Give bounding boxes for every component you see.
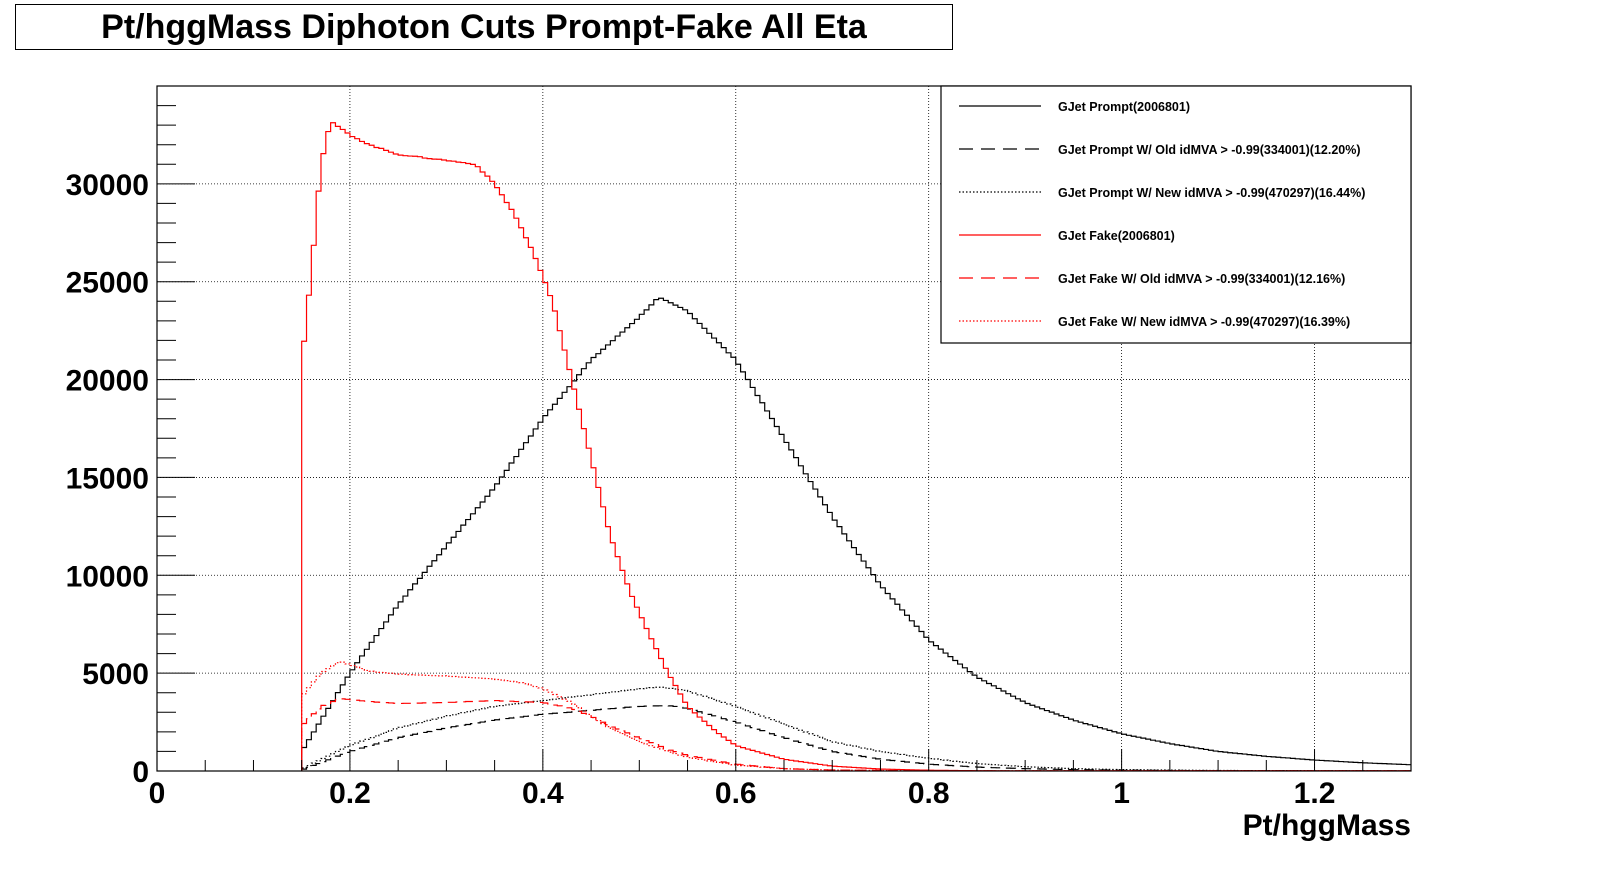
legend-label-6: GJet Fake W/ New idMVA > -0.99(470297)(1… bbox=[1058, 315, 1350, 329]
x-tick-label: 1 bbox=[1113, 777, 1130, 810]
legend-label-5: GJet Fake W/ Old idMVA > -0.99(334001)(1… bbox=[1058, 272, 1345, 286]
x-tick-label: 0 bbox=[149, 777, 166, 810]
legend-label-3: GJet Prompt W/ New idMVA > -0.99(470297)… bbox=[1058, 186, 1365, 200]
x-tick-label: 0.4 bbox=[522, 777, 564, 810]
series-line-5 bbox=[301, 698, 1411, 772]
legend: GJet Prompt(2006801) GJet Prompt W/ Old i… bbox=[940, 85, 1412, 344]
y-tick-label: 0 bbox=[132, 756, 149, 789]
y-tick-label: 30000 bbox=[66, 169, 149, 202]
y-tick-label: 25000 bbox=[66, 267, 149, 300]
y-tick-label: 10000 bbox=[66, 560, 149, 593]
series-line-6 bbox=[301, 661, 1411, 772]
tick-layer bbox=[156, 85, 1412, 772]
legend-label-4: GJet Fake(2006801) bbox=[1058, 229, 1175, 243]
series-line-2 bbox=[301, 705, 1411, 772]
x-tick-label: 1.2 bbox=[1294, 777, 1336, 810]
chart-title: Pt/hggMass Diphoton Cuts Prompt-Fake All… bbox=[101, 7, 867, 46]
series-line-1 bbox=[301, 297, 1411, 771]
x-tick-label: 0.2 bbox=[329, 777, 371, 810]
legend-label-2: GJet Prompt W/ Old idMVA > -0.99(334001)… bbox=[1058, 143, 1361, 157]
y-tick-label: 5000 bbox=[82, 658, 149, 691]
y-tick-label: 20000 bbox=[66, 365, 149, 398]
label-layer: 0 0.2 0.4 0.6 0.8 1 1.2 0 5000 10000 15000 20000 250… bbox=[66, 169, 1336, 810]
chart-title-box: Pt/hggMass Diphoton Cuts Prompt-Fake All… bbox=[15, 4, 953, 50]
series-line-3 bbox=[301, 686, 1411, 772]
legend-label-1: GJet Prompt(2006801) bbox=[1058, 100, 1190, 114]
legend-box bbox=[940, 85, 1412, 344]
x-tick-label: 0.8 bbox=[908, 777, 950, 810]
x-tick-label: 0.6 bbox=[715, 777, 757, 810]
y-tick-label: 15000 bbox=[66, 462, 149, 495]
x-axis-title: Pt/hggMass bbox=[1243, 809, 1411, 842]
